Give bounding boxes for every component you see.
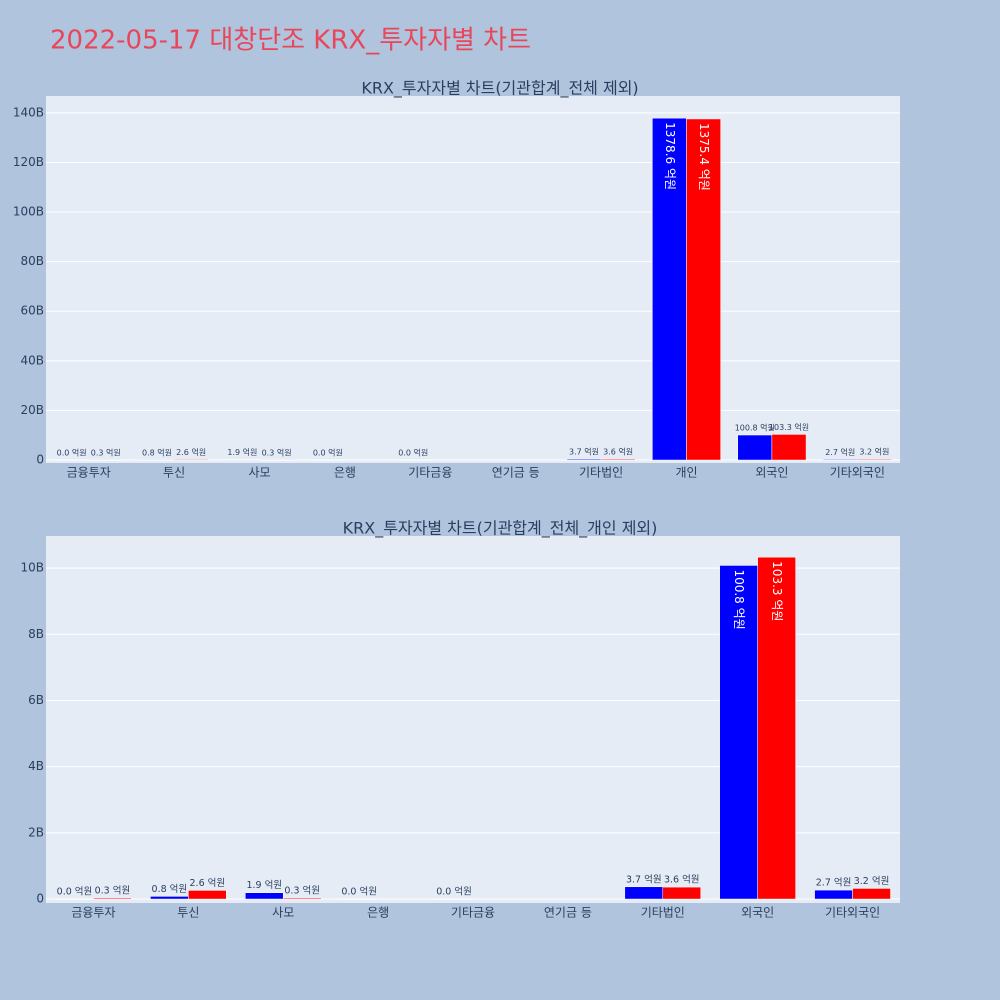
value-label: 1375.4 억원 xyxy=(697,123,711,191)
value-label: 2.7 억원 xyxy=(816,877,852,889)
y-tick-label: 120B xyxy=(13,155,44,169)
value-label: 3.6 억원 xyxy=(603,447,633,457)
x-tick-label: 기타외국인 xyxy=(825,906,880,920)
bar xyxy=(719,565,758,900)
bar xyxy=(852,888,891,900)
x-tick-label: 사모 xyxy=(248,466,270,480)
value-label: 0.3 억원 xyxy=(262,447,292,457)
bar xyxy=(188,890,227,900)
bar xyxy=(173,459,209,461)
bar xyxy=(662,886,701,900)
value-label: 0.3 억원 xyxy=(95,885,131,897)
y-tick-label: 100B xyxy=(13,205,44,219)
x-tick-label: 기타외국인 xyxy=(830,466,885,480)
chart-title: KRX_투자자별 차트(기관합계_전체_개인 제외) xyxy=(343,519,658,539)
bar xyxy=(93,897,132,900)
x-tick-label: 투신 xyxy=(163,466,185,480)
x-tick-label: 기타법인 xyxy=(579,466,623,480)
y-tick-label: 8B xyxy=(28,627,44,641)
plot-area xyxy=(46,96,900,463)
y-tick-label: 140B xyxy=(13,105,44,119)
y-tick-label: 4B xyxy=(28,759,44,773)
value-label: 103.3 억원 xyxy=(770,561,784,621)
value-label: 0.0 억원 xyxy=(57,448,87,458)
bar xyxy=(282,897,322,900)
x-tick-label: 기타법인 xyxy=(641,906,685,920)
x-tick-label: 사모 xyxy=(272,906,294,920)
bar xyxy=(566,458,602,461)
x-tick-label: 외국인 xyxy=(755,466,788,480)
value-label: 1378.6 억원 xyxy=(663,122,677,190)
value-label: 1.9 억원 xyxy=(227,447,257,457)
value-label: 0.0 억원 xyxy=(57,886,93,898)
x-tick-label: 기타금융 xyxy=(451,906,495,920)
value-label: 3.2 억원 xyxy=(854,875,890,887)
x-tick-label: 개인 xyxy=(675,466,697,480)
value-label: 103.3 억원 xyxy=(769,422,809,432)
x-tick-label: 은행 xyxy=(367,905,389,920)
value-label: 100.8 억원 xyxy=(735,423,775,433)
value-label: 0.0 억원 xyxy=(436,886,472,898)
value-label: 0.0 억원 xyxy=(341,886,377,898)
bar xyxy=(822,459,858,461)
x-tick-label: 금융투자 xyxy=(71,906,115,920)
y-tick-label: 0 xyxy=(36,453,44,467)
x-tick-label: 은행 xyxy=(334,465,356,480)
x-tick-label: 연기금 등 xyxy=(544,906,592,920)
value-label: 3.2 억원 xyxy=(859,447,889,457)
y-tick-label: 80B xyxy=(20,254,44,268)
page-title: 2022-05-17 대창단조 KRX_투자자별 차트 xyxy=(50,26,531,56)
y-tick-label: 40B xyxy=(20,353,44,367)
y-tick-label: 2B xyxy=(28,825,44,839)
bar xyxy=(395,459,431,461)
y-tick-label: 20B xyxy=(20,403,44,417)
value-label: 3.6 억원 xyxy=(664,874,700,886)
value-label: 2.6 억원 xyxy=(190,877,226,889)
x-tick-label: 외국인 xyxy=(741,906,774,920)
bar xyxy=(139,459,175,461)
bar xyxy=(814,889,853,900)
value-label: 0.0 억원 xyxy=(398,448,428,458)
value-label: 0.8 억원 xyxy=(142,447,172,457)
x-tick-label: 투신 xyxy=(177,906,199,920)
bar xyxy=(150,896,189,900)
y-tick-label: 0 xyxy=(36,892,44,906)
bar xyxy=(225,459,260,461)
value-label: 100.8 억원 xyxy=(732,569,746,629)
y-tick-label: 6B xyxy=(28,693,44,707)
bar xyxy=(737,434,773,461)
y-tick-label: 60B xyxy=(20,304,44,318)
bar xyxy=(686,118,721,461)
x-tick-label: 기타금융 xyxy=(408,466,452,480)
value-label: 3.7 억원 xyxy=(626,873,662,885)
x-tick-label: 금융투자 xyxy=(67,466,111,480)
bar xyxy=(652,117,687,461)
y-tick-label: 10B xyxy=(20,561,44,575)
value-label: 0.3 억원 xyxy=(284,885,320,897)
value-label: 2.7 억원 xyxy=(825,447,855,457)
x-tick-label: 연기금 등 xyxy=(492,466,540,480)
value-label: 1.9 억원 xyxy=(246,879,282,891)
bar xyxy=(310,459,346,461)
bar xyxy=(259,459,294,461)
bar xyxy=(757,556,796,900)
value-label: 0.0 억원 xyxy=(313,448,343,458)
value-label: 2.6 억원 xyxy=(176,447,206,457)
bar xyxy=(624,886,664,900)
bar xyxy=(857,458,892,461)
bar xyxy=(245,892,284,900)
bar xyxy=(54,459,89,461)
bar xyxy=(600,458,636,461)
bar xyxy=(88,459,124,461)
bar xyxy=(55,898,94,900)
bar xyxy=(434,898,474,900)
chart-title: KRX_투자자별 차트(기관합계_전체 제외) xyxy=(361,79,638,99)
bar xyxy=(339,898,379,900)
bar xyxy=(771,434,807,461)
value-label: 0.8 억원 xyxy=(152,883,188,895)
value-label: 3.7 억원 xyxy=(569,447,599,457)
value-label: 0.3 억원 xyxy=(91,447,121,457)
